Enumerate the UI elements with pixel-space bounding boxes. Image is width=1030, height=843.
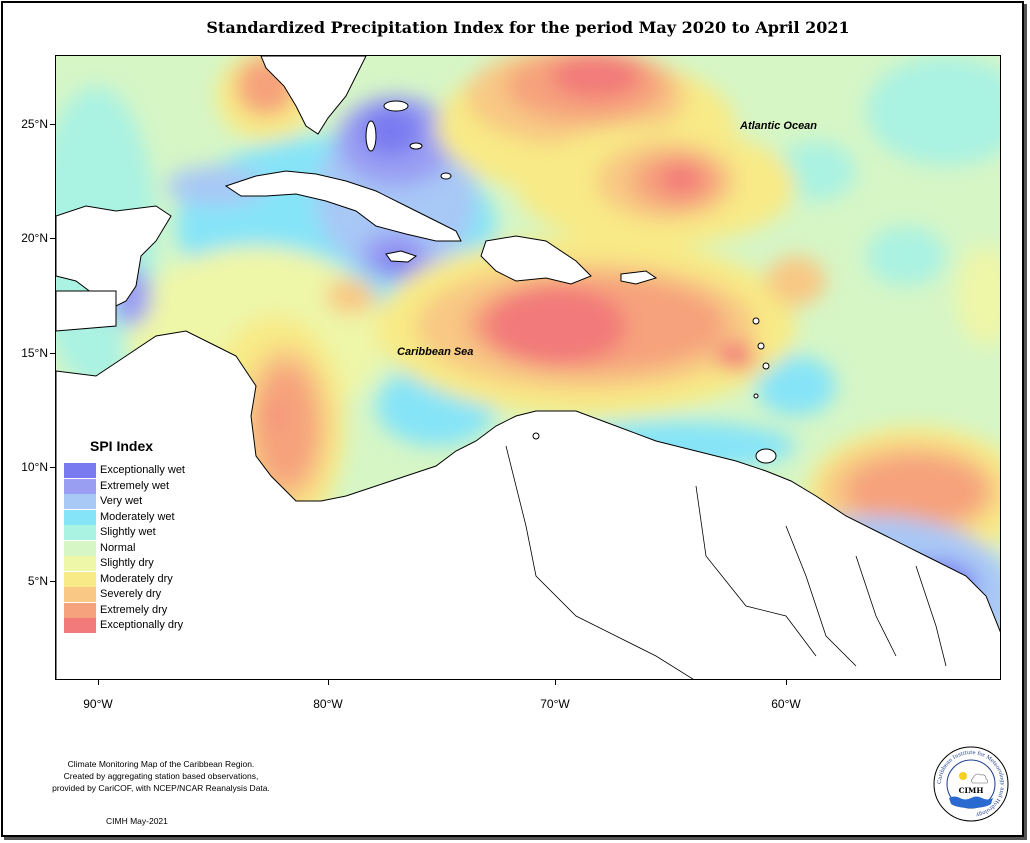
atlantic-ocean-label: Atlantic Ocean bbox=[740, 120, 818, 132]
lat-tick-5n bbox=[50, 581, 55, 582]
spi-map-canvas bbox=[56, 56, 1000, 679]
legend-swatch bbox=[64, 478, 96, 494]
land-masses bbox=[56, 56, 1000, 679]
legend-label: Severely dry bbox=[100, 588, 162, 600]
lat-tick-15n bbox=[50, 353, 55, 354]
lon-label-70w: 70°W bbox=[540, 697, 570, 711]
border-venezuela-brazil bbox=[695, 485, 817, 657]
aruba-curacao bbox=[532, 432, 540, 440]
trinidad bbox=[755, 448, 777, 464]
legend-swatch bbox=[64, 463, 96, 478]
country-borders bbox=[505, 445, 947, 679]
map-title: Standardized Precipitation Index for the… bbox=[206, 18, 850, 37]
logo-abbr: CIMH bbox=[959, 786, 984, 795]
lon-label-60w: 60°W bbox=[771, 697, 801, 711]
legend-swatch bbox=[64, 494, 96, 509]
legend-label: Very wet bbox=[100, 495, 143, 507]
puerto-rico bbox=[620, 270, 658, 285]
lat-label-15n: 15°N bbox=[21, 346, 48, 360]
legend-label: Moderately dry bbox=[100, 572, 173, 585]
water-icon bbox=[949, 796, 993, 808]
legend-swatch bbox=[64, 571, 96, 587]
lon-tick-90w bbox=[98, 680, 99, 685]
legend-label: Exceptionally dry bbox=[100, 619, 184, 631]
lat-label-25n: 25°N bbox=[21, 117, 48, 131]
legend-swatch bbox=[64, 509, 96, 525]
legend-item: Extremely wet bbox=[64, 478, 194, 494]
lat-label-5n: 5°N bbox=[27, 574, 48, 588]
legend-item: Exceptionally wet bbox=[64, 462, 194, 478]
lat-label-20n: 20°N bbox=[21, 231, 48, 245]
legend-label: Extremely dry bbox=[100, 603, 168, 616]
legend-label: Slightly wet bbox=[100, 526, 156, 538]
lat-label-10n: 10°N bbox=[21, 460, 48, 474]
legend-label: Exceptionally wet bbox=[100, 464, 185, 476]
credits-line: provided by CariCOF, with NCEP/NCAR Rean… bbox=[52, 783, 270, 793]
spi-map bbox=[55, 55, 1001, 680]
legend-items: Exceptionally wet Extremely wet Very wet Mo… bbox=[64, 462, 194, 633]
lat-tick-10n bbox=[50, 467, 55, 468]
florida bbox=[260, 56, 367, 135]
lat-tick-20n bbox=[50, 238, 55, 239]
legend-item: Slightly dry bbox=[64, 555, 194, 571]
credits: Climate Monitoring Map of the Caribbean … bbox=[36, 758, 286, 794]
legend-swatch bbox=[64, 556, 96, 571]
border-guyana bbox=[785, 525, 857, 667]
legend-item: Slightly wet bbox=[64, 524, 194, 540]
border-suriname bbox=[855, 555, 897, 657]
credits-date: CIMH May-2021 bbox=[106, 816, 168, 826]
yucatan bbox=[56, 205, 172, 307]
legend-label: Moderately wet bbox=[100, 510, 175, 523]
legend-swatch bbox=[64, 618, 96, 633]
bahamas-abaco bbox=[383, 100, 409, 112]
legend-item: Moderately wet bbox=[64, 509, 194, 525]
sun-icon bbox=[959, 772, 967, 780]
border-colombia-venezuela bbox=[505, 445, 694, 679]
cimh-logo-graphic: Caribbean Institute for Meteorology and … bbox=[933, 746, 1009, 822]
lon-tick-60w bbox=[786, 680, 787, 685]
antilles-guadeloupe bbox=[752, 317, 760, 325]
legend-swatch bbox=[64, 602, 96, 618]
central-south-america bbox=[56, 330, 1000, 679]
lat-tick-25n bbox=[50, 124, 55, 125]
legend-item: Severely dry bbox=[64, 586, 194, 602]
guatemala-mexico bbox=[56, 290, 117, 332]
legend-item: Extremely dry bbox=[64, 602, 194, 618]
antilles-martinique bbox=[757, 342, 765, 350]
legend-item: Normal bbox=[64, 540, 194, 556]
legend-swatch bbox=[64, 587, 96, 602]
bahamas-andros bbox=[365, 120, 377, 152]
cimh-logo: Caribbean Institute for Meteorology and … bbox=[933, 746, 1009, 822]
hispaniola bbox=[480, 235, 592, 285]
legend-swatch bbox=[64, 540, 96, 556]
spi-legend: SPI Index Exceptionally wet Extremely wet… bbox=[64, 438, 194, 633]
legend-swatch bbox=[64, 525, 96, 540]
lon-tick-70w bbox=[555, 680, 556, 685]
lon-tick-80w bbox=[328, 680, 329, 685]
cloud-icon bbox=[971, 773, 989, 784]
lon-label-90w: 90°W bbox=[83, 697, 113, 711]
legend-item: Moderately dry bbox=[64, 571, 194, 587]
legend-title: SPI Index bbox=[90, 438, 154, 454]
bahamas-eleuthera bbox=[409, 142, 423, 150]
border-french-guiana bbox=[915, 565, 947, 667]
credits-line: Climate Monitoring Map of the Caribbean … bbox=[67, 759, 255, 769]
credits-line: Created by aggregating station based obs… bbox=[63, 771, 259, 781]
jamaica bbox=[385, 250, 418, 263]
legend-label: Extremely wet bbox=[100, 479, 170, 492]
legend-item: Very wet bbox=[64, 493, 194, 509]
lon-label-80w: 80°W bbox=[313, 697, 343, 711]
legend-label: Normal bbox=[100, 541, 136, 554]
legend-item: Exceptionally dry bbox=[64, 617, 194, 633]
bahamas-island bbox=[440, 172, 452, 180]
antilles-st-lucia bbox=[762, 362, 770, 370]
caribbean-sea-label: Caribbean Sea bbox=[397, 346, 474, 358]
cuba bbox=[224, 170, 462, 242]
antilles-grenada bbox=[753, 393, 759, 399]
legend-label: Slightly dry bbox=[100, 557, 154, 569]
